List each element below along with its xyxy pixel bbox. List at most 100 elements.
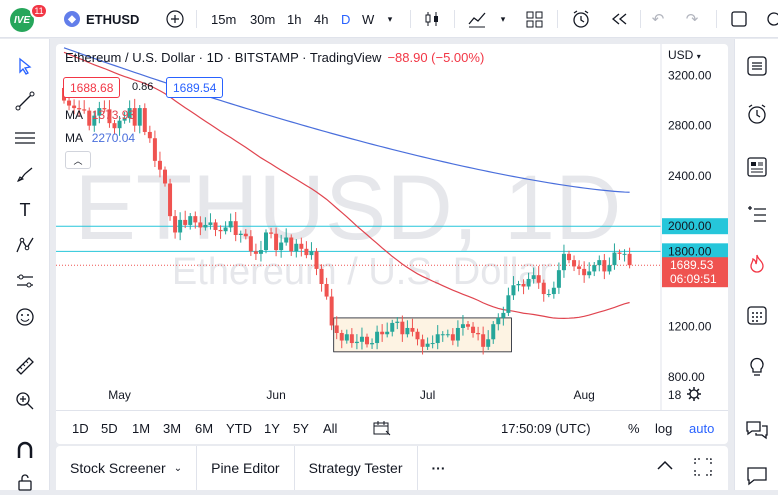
replay-rewind-icon[interactable]	[608, 0, 630, 38]
range-5y[interactable]: 5Y	[293, 420, 309, 436]
calendar-icon[interactable]	[744, 302, 770, 328]
alarm-clock-icon[interactable]	[744, 101, 770, 127]
symbol-search[interactable]: ◆ ETHUSD	[64, 0, 139, 38]
magnet-icon[interactable]	[12, 437, 38, 463]
range-3m[interactable]: 3M	[163, 420, 182, 436]
candle-body	[107, 109, 112, 124]
timeframe-chevron-down-icon[interactable]: ▾	[387, 13, 393, 24]
chat-bubbles-icon[interactable]	[744, 417, 770, 443]
tab-pine-editor[interactable]: Pine Editor	[197, 446, 295, 490]
messages-icon[interactable]	[744, 463, 770, 489]
alert-clock-icon[interactable]	[569, 0, 593, 38]
text-tool-icon[interactable]: T	[19, 199, 31, 220]
sell-price-button[interactable]: 1688.68	[63, 77, 121, 98]
zoom-in-icon[interactable]	[12, 388, 38, 414]
candle	[72, 99, 77, 115]
layout-square-icon[interactable]	[728, 0, 750, 38]
lock-drawings-icon[interactable]	[12, 469, 38, 495]
cursor-arrow-icon[interactable]	[12, 53, 38, 79]
currency-selector[interactable]: USD ▾	[668, 48, 701, 62]
horizontal-lines-icon[interactable]	[12, 125, 38, 151]
panel-collapse-chevron-up-icon[interactable]	[656, 458, 674, 474]
timeframe-d[interactable]: D	[341, 11, 351, 27]
candle	[375, 325, 380, 350]
buy-price-button[interactable]: 1689.54	[166, 77, 224, 98]
legend-collapse-chevron-icon[interactable]: ︿	[65, 151, 91, 169]
pattern-icon[interactable]	[12, 232, 38, 258]
candle-body	[67, 100, 72, 106]
stock-screener-chevron-down-icon[interactable]: ⌄	[173, 462, 183, 474]
candle	[521, 279, 526, 295]
brush-icon[interactable]	[12, 162, 38, 188]
candle	[304, 241, 309, 259]
candle-body	[425, 343, 430, 347]
range-ytd[interactable]: YTD	[226, 420, 252, 436]
templates-grid-icon[interactable]	[523, 0, 545, 38]
range-1m[interactable]: 1M	[132, 420, 151, 436]
candle	[496, 313, 501, 331]
timeframe-1h[interactable]: 1h	[287, 11, 302, 27]
range-6m[interactable]: 6M	[195, 420, 214, 436]
candles-chart-type-icon[interactable]	[421, 0, 443, 38]
timeframe-15m[interactable]: 15m	[211, 11, 237, 27]
chart-panel[interactable]: ETHUSD, 1D Ethereum / U.S. Dollar 3200.0…	[56, 44, 728, 444]
chart-settings-gear-icon[interactable]	[687, 387, 701, 401]
candle-body	[329, 296, 334, 326]
ideas-bulb-icon[interactable]	[744, 353, 770, 379]
range-1y[interactable]: 1Y	[264, 420, 280, 436]
range-5d[interactable]: 5D	[101, 420, 118, 436]
tab-stock-screener[interactable]: Stock Screener ⌄	[56, 446, 198, 490]
candle	[354, 334, 359, 350]
auto-scale-toggle[interactable]: auto	[689, 420, 715, 436]
range-all[interactable]: All	[323, 420, 338, 436]
legend-ma-slow[interactable]: MA 2270.04	[65, 131, 136, 145]
go-to-date-calendar-icon[interactable]	[373, 411, 391, 444]
watchlist-icon[interactable]	[744, 53, 770, 79]
candle-body	[127, 108, 132, 119]
settings-partial-icon[interactable]	[760, 0, 778, 38]
candle-body	[602, 260, 607, 272]
log-scale-toggle[interactable]: log	[655, 420, 673, 436]
object-tree-icon[interactable]	[744, 202, 770, 228]
candle	[460, 315, 465, 336]
candle	[617, 249, 622, 260]
hotlist-fire-icon[interactable]	[744, 251, 770, 277]
ruler-icon[interactable]	[12, 353, 38, 379]
chart-legend-title[interactable]: Ethereum / U.S. Dollar · 1D · BITSTAMP ·…	[65, 50, 484, 65]
line-label-bg	[662, 218, 728, 235]
prediction-measure-icon[interactable]	[12, 268, 38, 294]
range-1d[interactable]: 1D	[72, 420, 89, 436]
candle-body	[279, 242, 284, 251]
candle	[233, 211, 238, 242]
indicators-chevron-down-icon[interactable]: ▾	[500, 13, 506, 24]
timeframe-30m[interactable]: 30m	[250, 11, 276, 27]
candle-body	[152, 138, 157, 161]
compare-symbol-plus-icon[interactable]	[164, 0, 186, 38]
more-options-icon[interactable]: ···	[431, 460, 446, 476]
timeframe-4h[interactable]: 4h	[314, 11, 329, 27]
price-chart[interactable]: ETHUSD, 1D Ethereum / U.S. Dollar 3200.0…	[56, 44, 728, 410]
legend-ma-fast[interactable]: MA 1373.93	[65, 108, 136, 122]
emoji-smile-icon[interactable]	[12, 304, 38, 330]
line-price-label: 2000.00	[668, 219, 712, 233]
candle	[218, 225, 223, 239]
utc-clock[interactable]: 17:50:09 (UTC)	[501, 420, 591, 436]
indicators-icon[interactable]	[465, 0, 489, 38]
candle	[526, 272, 531, 290]
news-data-window-icon[interactable]	[744, 154, 770, 180]
candle-body	[87, 110, 92, 126]
candle-body	[122, 118, 127, 121]
timeframe-w[interactable]: W	[362, 11, 375, 27]
candle	[506, 287, 511, 317]
candle	[450, 328, 455, 346]
redo-icon[interactable]: ↷	[685, 11, 699, 28]
time-axis-label: May	[108, 388, 131, 402]
tab-strategy-tester[interactable]: Strategy Tester	[295, 446, 418, 490]
candle	[344, 329, 349, 344]
candle-body	[460, 324, 465, 328]
undo-icon[interactable]: ↶	[651, 11, 665, 28]
percent-scale-toggle[interactable]: %	[628, 420, 640, 436]
candle-body	[319, 268, 324, 284]
panel-maximize-icon[interactable]	[694, 458, 712, 479]
trend-line-icon[interactable]	[12, 88, 38, 114]
